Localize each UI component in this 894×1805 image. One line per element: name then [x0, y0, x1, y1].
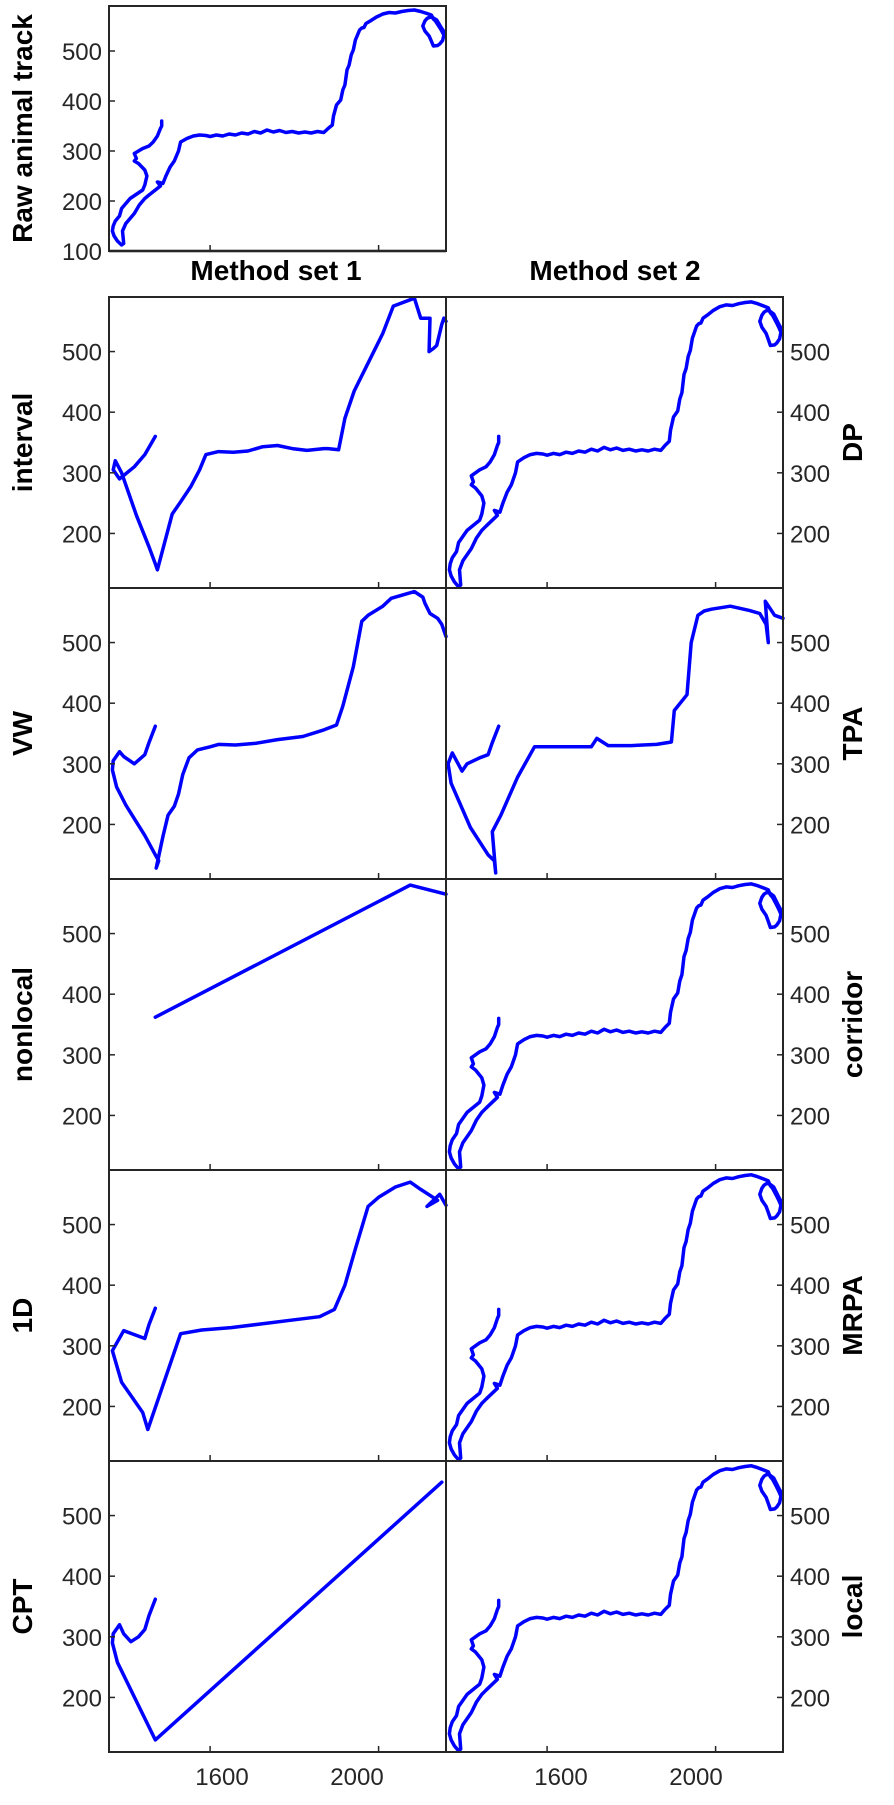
- y-tick-label-interval-400: 400: [62, 400, 102, 427]
- ylabel-interval: interval: [7, 393, 38, 493]
- y-tick-label-interval-500: 500: [62, 340, 102, 367]
- y-tick-label-1d-300: 300: [62, 1334, 102, 1361]
- y-tick-label-dp-400: 400: [790, 400, 830, 427]
- series-line-nonlocal: [153, 883, 448, 1019]
- y-tick-label-corridor-500: 500: [790, 922, 830, 949]
- x-tick-label-left-1600: 1600: [195, 1764, 248, 1791]
- y-tick-label-tpa-200: 200: [790, 812, 830, 839]
- ylabel-corridor: corridor: [837, 971, 868, 1078]
- y-tick-label-cpt-400: 400: [62, 1564, 102, 1591]
- y-tick-label-nonlocal-500: 500: [62, 922, 102, 949]
- header-method-set-2: Method set 2: [529, 255, 700, 286]
- panel-raw-animal-track: 100 200 300 400 500 Raw animal track: [7, 5, 447, 266]
- panel-cpt: 200 300 400 500 CPT: [7, 1460, 447, 1753]
- axes-frame-raw-animal-track: [108, 5, 447, 252]
- y-tick-label-tpa-400: 400: [790, 691, 830, 718]
- y-tick-label-dp-500: 500: [790, 340, 830, 367]
- y-tick-label-vw-400: 400: [62, 691, 102, 718]
- ylabel-dp: DP: [837, 423, 868, 462]
- y-tick-label-tpa-500: 500: [790, 631, 830, 658]
- axes-frame-local: [445, 1460, 784, 1753]
- x-tick-label-right-1600: 1600: [534, 1764, 587, 1791]
- y-tick-label-vw-200: 200: [62, 812, 102, 839]
- series-line-mrpa: [447, 1173, 784, 1462]
- y-tick-label-mrpa-200: 200: [790, 1394, 830, 1421]
- y-tick-label-local-200: 200: [790, 1685, 830, 1712]
- y-tick-label-vw-500: 500: [62, 631, 102, 658]
- series-line-local: [447, 1464, 784, 1753]
- y-tick-label-raw-animal-track-300: 300: [62, 139, 102, 166]
- series-line-raw-animal-track: [110, 8, 447, 247]
- y-tick-label-1d-500: 500: [62, 1213, 102, 1240]
- y-tick-label-1d-200: 200: [62, 1394, 102, 1421]
- series-line-interval: [111, 296, 448, 572]
- ylabel-1d: 1D: [7, 1298, 38, 1334]
- ylabel-nonlocal: nonlocal: [7, 967, 38, 1082]
- y-tick-label-nonlocal-300: 300: [62, 1043, 102, 1070]
- y-tick-label-mrpa-300: 300: [790, 1334, 830, 1361]
- panel-dp: 200 300 400 500 DP: [445, 296, 868, 589]
- y-tick-label-raw-animal-track-200: 200: [62, 189, 102, 216]
- ylabel-local: local: [837, 1575, 868, 1639]
- y-tick-label-corridor-300: 300: [790, 1043, 830, 1070]
- y-tick-label-tpa-300: 300: [790, 752, 830, 779]
- panel-local: 200 300 400 500 local: [445, 1460, 868, 1753]
- series-line-cpt: [110, 1480, 444, 1742]
- header-method-set-1: Method set 1: [190, 255, 361, 286]
- panel-nonlocal: 200 300 400 500 nonlocal: [7, 878, 448, 1171]
- y-tick-label-cpt-200: 200: [62, 1685, 102, 1712]
- y-tick-label-raw-animal-track-400: 400: [62, 89, 102, 116]
- series-line-1d: [110, 1180, 448, 1432]
- series-line-vw: [110, 589, 448, 870]
- y-tick-label-local-400: 400: [790, 1564, 830, 1591]
- y-tick-label-raw-animal-track-100: 100: [62, 239, 102, 266]
- x-tick-label-right-2000: 2000: [669, 1764, 722, 1791]
- series-line-dp: [447, 300, 784, 589]
- ylabel-tpa: TPA: [837, 707, 868, 761]
- y-tick-label-cpt-500: 500: [62, 1504, 102, 1531]
- ylabel-cpt: CPT: [7, 1579, 38, 1635]
- series-line-tpa: [446, 599, 785, 875]
- y-tick-label-mrpa-400: 400: [790, 1273, 830, 1300]
- y-tick-label-corridor-200: 200: [790, 1103, 830, 1130]
- y-tick-label-local-500: 500: [790, 1504, 830, 1531]
- y-tick-label-nonlocal-200: 200: [62, 1103, 102, 1130]
- y-tick-label-interval-300: 300: [62, 461, 102, 488]
- y-tick-label-vw-300: 300: [62, 752, 102, 779]
- y-tick-label-1d-400: 400: [62, 1273, 102, 1300]
- ylabel-vw: VW: [7, 710, 38, 756]
- panel-mrpa: 200 300 400 500 MRPA: [445, 1169, 868, 1462]
- y-tick-label-local-300: 300: [790, 1625, 830, 1652]
- y-tick-label-mrpa-500: 500: [790, 1213, 830, 1240]
- y-tick-label-nonlocal-400: 400: [62, 982, 102, 1009]
- y-tick-label-raw-animal-track-500: 500: [62, 39, 102, 66]
- y-tick-label-dp-300: 300: [790, 461, 830, 488]
- series-line-corridor: [447, 882, 784, 1171]
- panel-tpa: 200 300 400 500 TPA: [445, 587, 868, 880]
- y-tick-label-dp-200: 200: [790, 521, 830, 548]
- x-tick-label-left-2000: 2000: [330, 1764, 383, 1791]
- panels: 100 200 300 400 500 Raw animal track 200 300 400…: [7, 5, 868, 1753]
- y-tick-label-cpt-300: 300: [62, 1625, 102, 1652]
- ylabel-raw-animal-track: Raw animal track: [7, 14, 38, 243]
- ylabel-mrpa: MRPA: [837, 1275, 868, 1355]
- y-tick-label-corridor-400: 400: [790, 982, 830, 1009]
- y-tick-label-interval-200: 200: [62, 521, 102, 548]
